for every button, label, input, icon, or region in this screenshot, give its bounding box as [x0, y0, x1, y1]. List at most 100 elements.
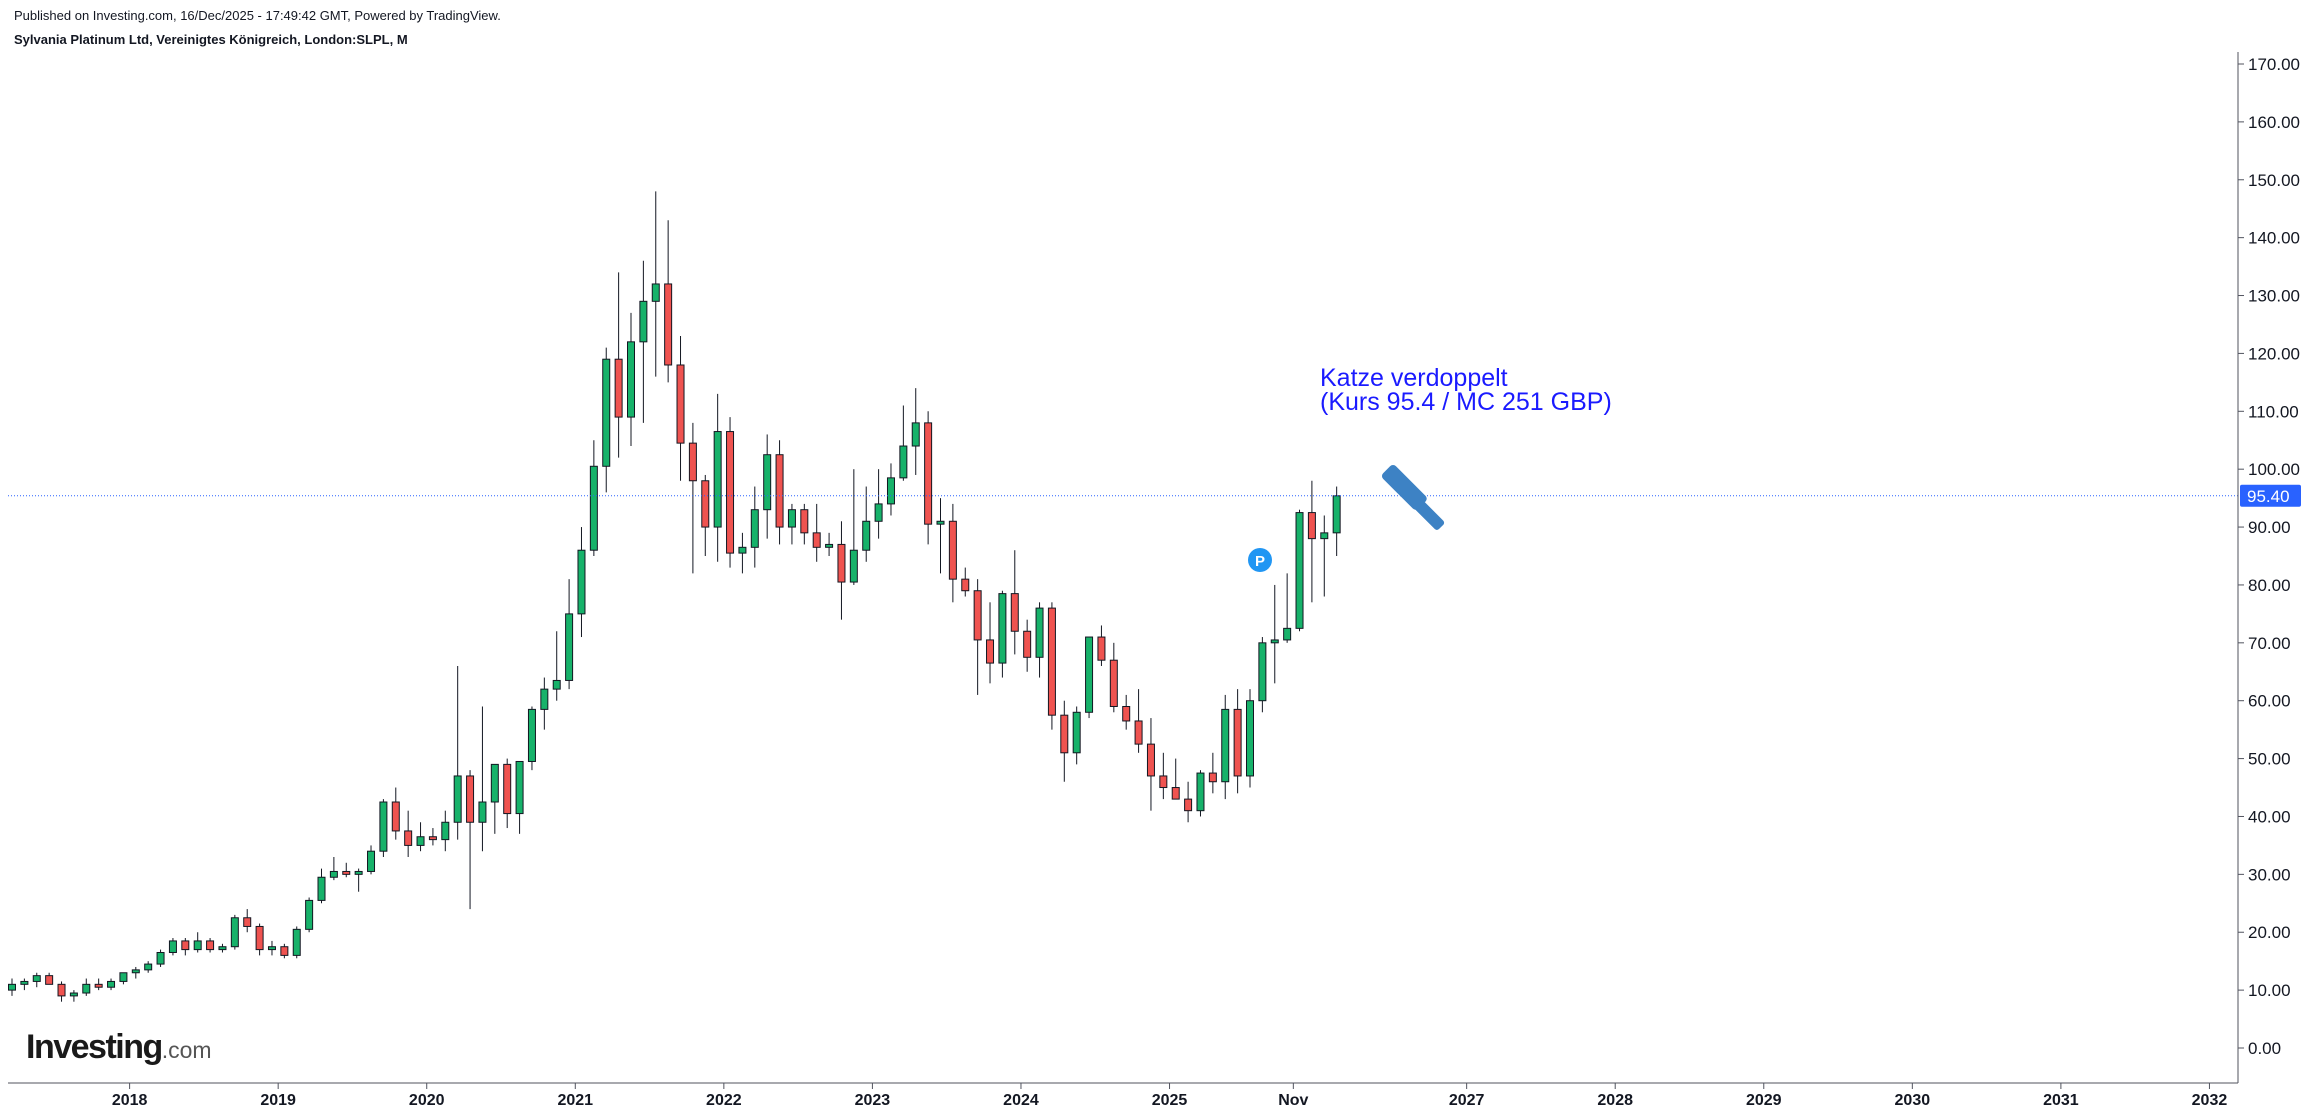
- candle[interactable]: [627, 312, 635, 447]
- candle[interactable]: [367, 845, 376, 875]
- candle[interactable]: [404, 810, 413, 857]
- candle[interactable]: [69, 990, 78, 1002]
- candle[interactable]: [342, 862, 351, 878]
- candle[interactable]: [936, 498, 945, 574]
- candle[interactable]: [1208, 752, 1217, 794]
- candle[interactable]: [527, 706, 536, 771]
- candle[interactable]: [243, 909, 252, 933]
- candle[interactable]: [94, 978, 103, 991]
- candle[interactable]: [800, 503, 809, 545]
- candle[interactable]: [453, 665, 462, 840]
- candle[interactable]: [1047, 602, 1056, 730]
- candle[interactable]: [168, 938, 177, 956]
- candle[interactable]: [651, 191, 660, 377]
- candle[interactable]: [1221, 694, 1230, 800]
- candle[interactable]: [775, 440, 784, 545]
- candle[interactable]: [738, 532, 747, 574]
- candle[interactable]: [1233, 689, 1242, 794]
- candle[interactable]: [540, 677, 549, 730]
- candle[interactable]: [812, 503, 821, 562]
- candle[interactable]: [490, 763, 499, 834]
- candle[interactable]: [1035, 602, 1044, 678]
- candle[interactable]: [565, 579, 574, 690]
- candle[interactable]: [1010, 550, 1019, 655]
- candle[interactable]: [45, 972, 54, 985]
- candle[interactable]: [119, 972, 128, 985]
- candle[interactable]: [1109, 642, 1118, 713]
- gavel-icon[interactable]: [1380, 463, 1449, 532]
- candle[interactable]: [1246, 689, 1254, 788]
- candle[interactable]: [1332, 486, 1341, 556]
- candle[interactable]: [1295, 509, 1304, 632]
- candle[interactable]: [688, 422, 697, 574]
- candle[interactable]: [379, 799, 388, 857]
- p-marker[interactable]: P: [1248, 548, 1272, 572]
- candle[interactable]: [156, 949, 165, 967]
- candle[interactable]: [639, 260, 648, 423]
- candle[interactable]: [886, 463, 895, 516]
- candle[interactable]: [515, 760, 524, 834]
- candle[interactable]: [1320, 515, 1329, 597]
- candle[interactable]: [218, 943, 227, 953]
- candle[interactable]: [416, 822, 425, 852]
- candle[interactable]: [998, 590, 1007, 678]
- candle[interactable]: [478, 706, 487, 852]
- candle[interactable]: [131, 966, 140, 979]
- candle[interactable]: [305, 897, 314, 933]
- candle[interactable]: [317, 868, 326, 904]
- candle[interactable]: [961, 567, 970, 597]
- candle[interactable]: [57, 981, 66, 1002]
- candle[interactable]: [1171, 758, 1180, 800]
- candle[interactable]: [837, 521, 846, 620]
- candle[interactable]: [20, 978, 29, 991]
- candle[interactable]: [602, 347, 611, 493]
- candle[interactable]: [267, 940, 276, 956]
- candle[interactable]: [329, 856, 338, 881]
- candle[interactable]: [144, 961, 153, 973]
- candle[interactable]: [552, 631, 561, 701]
- candle[interactable]: [280, 943, 289, 959]
- candle[interactable]: [503, 758, 512, 829]
- candle[interactable]: [986, 602, 995, 684]
- candle[interactable]: [32, 972, 41, 988]
- candle[interactable]: [862, 486, 871, 562]
- candle[interactable]: [948, 503, 957, 603]
- candle[interactable]: [664, 220, 673, 383]
- candle[interactable]: [1097, 625, 1106, 666]
- candle[interactable]: [1146, 718, 1155, 811]
- candle[interactable]: [1258, 637, 1267, 713]
- candle[interactable]: [441, 810, 450, 852]
- candle[interactable]: [589, 440, 598, 556]
- candle[interactable]: [701, 474, 710, 556]
- candle[interactable]: [1134, 689, 1143, 753]
- candle[interactable]: [750, 486, 759, 568]
- candle[interactable]: [924, 411, 933, 545]
- candle[interactable]: [193, 932, 202, 953]
- candle[interactable]: [428, 828, 437, 846]
- candle[interactable]: [763, 434, 772, 539]
- candle[interactable]: [577, 527, 586, 638]
- candle[interactable]: [1196, 770, 1205, 817]
- candle[interactable]: [1072, 706, 1081, 765]
- candle[interactable]: [825, 532, 834, 556]
- candle[interactable]: [1085, 636, 1094, 719]
- candle[interactable]: [1283, 573, 1292, 643]
- candle[interactable]: [849, 469, 858, 585]
- candle[interactable]: [614, 272, 623, 458]
- candle[interactable]: [8, 978, 16, 996]
- candle[interactable]: [391, 787, 400, 840]
- candle[interactable]: [1307, 480, 1316, 603]
- candle[interactable]: [466, 770, 475, 910]
- candle[interactable]: [676, 336, 685, 481]
- candle[interactable]: [107, 978, 116, 991]
- candle[interactable]: [1122, 694, 1131, 730]
- candle[interactable]: [726, 417, 735, 568]
- candle[interactable]: [874, 469, 883, 539]
- annotation-text[interactable]: Katze verdoppelt (Kurs 95.4 / MC 251 GBP…: [1320, 366, 1612, 415]
- candle[interactable]: [911, 388, 920, 475]
- candle[interactable]: [230, 914, 239, 950]
- candle[interactable]: [1023, 619, 1032, 672]
- candle[interactable]: [1184, 781, 1193, 823]
- candle[interactable]: [1060, 700, 1069, 782]
